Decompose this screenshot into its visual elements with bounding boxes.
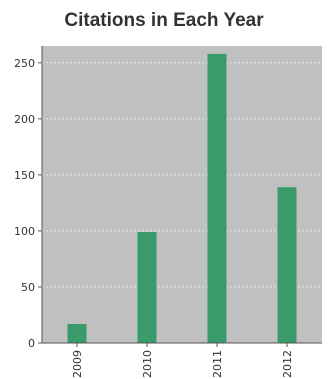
y-tick-label: 0 (28, 337, 35, 350)
bar-2011 (207, 53, 227, 344)
bar-2012 (277, 187, 297, 343)
bars (67, 53, 297, 344)
x-tick-label: 2012 (281, 350, 294, 378)
plot-area (42, 46, 322, 343)
x-tick-labels: 2009 2010 2011 2012 (71, 343, 294, 378)
x-tick-label: 2011 (211, 350, 224, 378)
y-tick-label: 100 (14, 225, 35, 238)
gridlines (42, 62, 322, 288)
x-tick-label: 2009 (71, 350, 84, 378)
bar-2010 (137, 232, 157, 343)
x-tick-label: 2010 (141, 350, 154, 378)
chart-title: Citations in Each Year (64, 10, 264, 31)
y-tick-label: 200 (14, 113, 35, 126)
bar-2009 (67, 323, 87, 343)
y-tick-label: 150 (14, 169, 35, 182)
y-tick-label: 250 (14, 57, 35, 70)
y-tick-labels: 0 50 100 150 200 250 (14, 57, 42, 350)
y-tick-label: 50 (21, 281, 35, 294)
